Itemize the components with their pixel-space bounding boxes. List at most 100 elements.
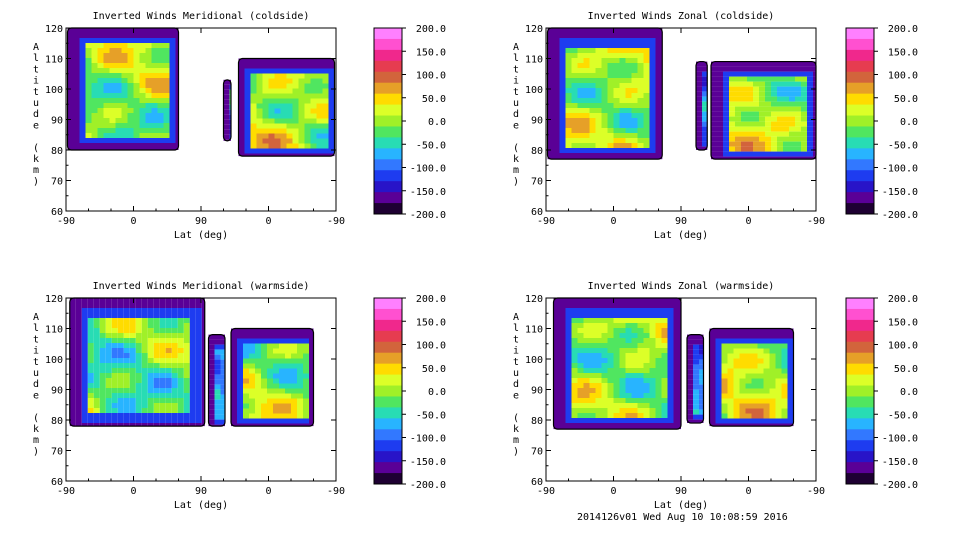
heat-cell [625,93,632,98]
heat-cell [280,133,287,139]
heat-cell [214,394,221,400]
heat-cell [595,28,602,33]
heat-cell [85,143,92,148]
heat-cell [777,86,783,92]
heat-cell [741,101,747,107]
heat-cell [229,99,231,105]
heat-cell [189,348,196,353]
heat-cell [280,83,287,89]
heat-cell [789,111,795,117]
heat-cell [163,58,170,63]
heat-cell [601,303,608,308]
heat-cell [643,28,650,33]
heat-cell [745,353,752,359]
heat-cell [79,63,86,68]
heat-cell [637,98,644,103]
heat-cell [268,83,275,89]
heat-cell [589,113,596,118]
heat-cell [583,348,590,353]
heat-cell [655,128,662,133]
heat-cell [73,113,80,118]
heat-cell [115,113,122,118]
heat-cell [601,308,608,313]
heat-cell [601,378,608,383]
heat-cell [201,338,205,343]
heat-cell [250,98,257,104]
heat-cell [757,363,764,369]
colorbar-swatch [846,126,874,138]
heat-cell [789,121,795,127]
heat-cell [559,153,566,158]
heat-cell [309,423,314,427]
heat-cell [673,378,680,383]
heat-cell [73,108,80,113]
heat-cell [553,108,560,113]
heat-cell [256,108,263,114]
heat-cell [709,393,716,399]
heat-cell [255,383,261,389]
heat-cell [243,383,249,389]
heat-cell [93,338,100,343]
heat-cell [135,318,142,323]
heat-cell [127,118,134,123]
heat-cell [661,348,668,353]
heat-cell [813,71,816,77]
heat-cell [589,83,596,88]
heat-cell [85,48,92,53]
heat-cell [813,131,816,137]
heat-cell [189,358,196,363]
heat-cell [249,393,255,399]
heat-cell [781,333,788,339]
heat-cell [759,76,765,82]
heat-cell [81,403,88,408]
heat-cell [607,113,614,118]
heat-cell [147,353,154,358]
heat-cell [625,68,632,73]
heat-cell [655,153,662,158]
heat-cell [613,93,620,98]
heat-cell [547,103,554,108]
heat-cell [607,378,614,383]
heat-cell [577,43,584,48]
heat-cell [699,349,704,355]
heat-cell [147,343,154,348]
heat-cell [291,383,297,389]
heat-cell [183,338,190,343]
heat-cell [775,393,782,399]
heat-cell [577,118,584,123]
heat-cell [631,58,638,63]
heat-cell [81,378,88,383]
heat-cell [195,298,202,303]
heat-cell [175,48,179,53]
heat-cell [655,363,662,368]
heat-cell [553,153,560,158]
heat-cell [702,131,708,137]
heat-cell [735,126,741,132]
heat-cell [655,383,662,388]
heat-cell [595,93,602,98]
heat-cell [583,138,590,143]
heat-cell [238,123,245,129]
heat-cell [631,373,638,378]
heat-cell [571,118,578,123]
heat-cell [153,348,160,353]
heat-cell [769,358,776,364]
heat-cell [175,33,179,38]
heat-cell [619,133,626,138]
heat-cell [595,388,602,393]
heat-cell [783,101,789,107]
heat-cell [553,48,560,53]
heat-cell [733,338,740,344]
heat-cell [268,58,275,64]
heat-cell [268,63,275,69]
heat-cell [316,118,323,124]
heat-cell [607,308,614,313]
heat-cell [297,373,303,379]
heat-cell [765,146,771,152]
heat-cell [571,73,578,78]
heat-cell [723,61,729,67]
heat-cell [613,298,620,303]
heat-cell [177,333,184,338]
heat-cell [589,53,596,58]
heat-cell [781,408,788,414]
